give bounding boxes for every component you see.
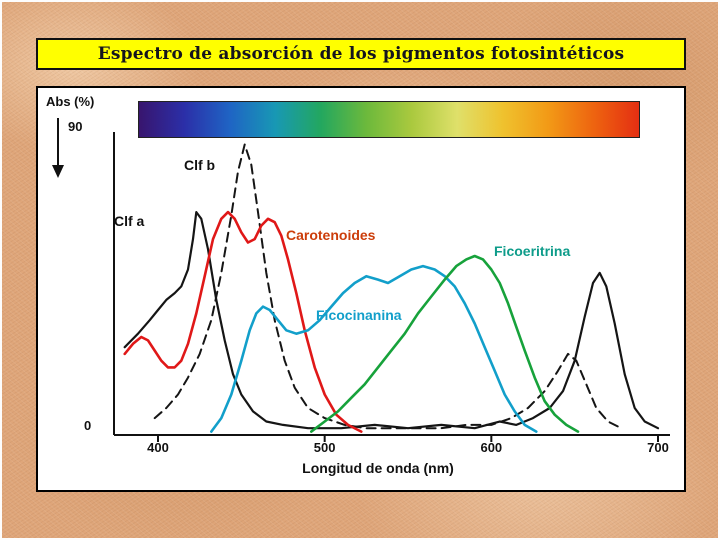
absorption-chart (52, 118, 670, 442)
slide-title: Espectro de absorción de los pigmentos f… (36, 38, 686, 70)
curve-label-ficoeritrina: Ficoeritrina (494, 243, 571, 259)
y-tick-0: 0 (84, 418, 92, 433)
visible-light-spectrum-bar (138, 101, 640, 138)
y-axis-label: Abs (%) (46, 94, 95, 109)
x-tick-400: 400 (147, 440, 169, 455)
curve-label-clf-b: Clf b (184, 157, 216, 173)
slide-title-text: Espectro de absorción de los pigmentos f… (97, 44, 625, 64)
curve-label-clf-a: Clf a (114, 213, 145, 229)
x-axis-label: Longitud de onda (nm) (302, 460, 454, 476)
x-tick-700: 700 (647, 440, 669, 455)
x-tick-600: 600 (480, 440, 503, 455)
curve-label-carotenoides: Carotenoides (286, 227, 376, 243)
y-tick-90: 90 (68, 119, 83, 134)
curve-label-ficocianina: Ficocinanina (316, 307, 402, 323)
chart-panel: Abs (%) 90 0 400 500 600 700 Longitud de… (36, 86, 686, 492)
x-tick-500: 500 (313, 440, 336, 455)
